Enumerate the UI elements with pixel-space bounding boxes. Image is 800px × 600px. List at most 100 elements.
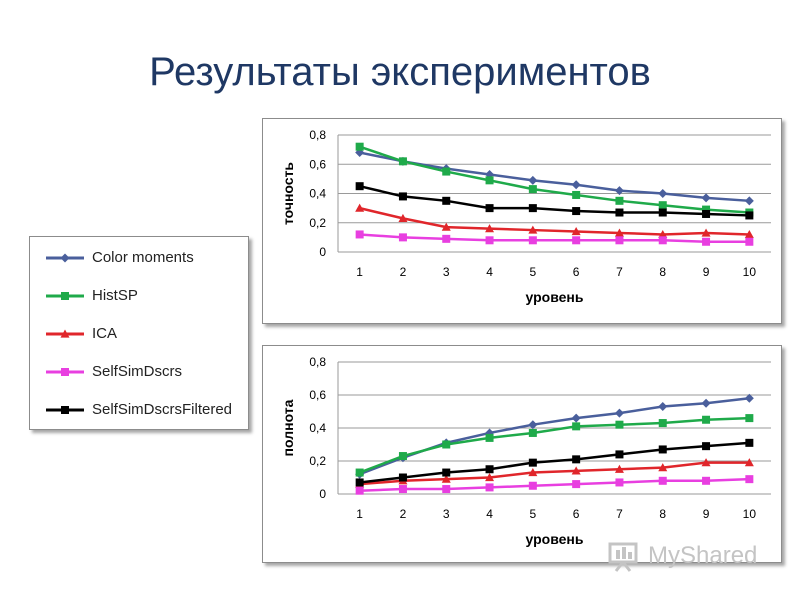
series-color-moments (355, 148, 754, 206)
x-axis-title: уровень (526, 289, 584, 305)
legend-item-ica: ICA (30, 315, 248, 353)
precision-chart-svg: 0 0,2 0,4 0,6 0,8 1 2 3 4 5 6 7 8 9 10 уровень точность (280, 128, 771, 305)
data-point (485, 204, 494, 213)
data-point (398, 192, 407, 201)
data-point (485, 176, 494, 185)
watermark: MyShared (606, 540, 786, 572)
data-point (355, 230, 364, 239)
data-point (355, 478, 364, 487)
series-selfsimdscrs (355, 475, 754, 495)
legend-label: HistSP (92, 287, 138, 304)
data-point (528, 225, 538, 234)
legend-label: ICA (92, 325, 118, 342)
data-point (398, 473, 407, 482)
data-point (355, 142, 364, 151)
data-point (528, 175, 538, 185)
data-point (658, 201, 667, 210)
series-line (359, 145, 750, 214)
data-point (745, 438, 754, 447)
data-point (572, 422, 581, 431)
data-point (702, 476, 711, 485)
data-point (658, 445, 667, 454)
data-point (658, 229, 668, 239)
data-point (615, 196, 624, 205)
x-tick-label: 3 (443, 265, 450, 279)
data-point (485, 473, 495, 482)
data-point (572, 190, 581, 199)
legend-swatch-marker (60, 329, 70, 338)
x-tick-label: 3 (443, 507, 450, 521)
data-point (701, 458, 711, 467)
x-tick-label: 2 (400, 507, 407, 521)
legend-item-selfsimdscrsfiltered: SelfSimDscrsFiltered (30, 391, 248, 429)
x-tick-label: 2 (400, 265, 407, 279)
precision-chart: 0 0,2 0,4 0,6 0,8 1 2 3 4 5 6 7 8 9 10 уровень точность (262, 118, 782, 324)
data-point (355, 182, 364, 191)
legend-swatch-color-moments (46, 253, 84, 263)
x-tick-label: 1 (356, 507, 363, 521)
legend-swatch-selfsimdscrs (46, 368, 84, 376)
x-tick-label: 6 (573, 265, 580, 279)
series-histsp (355, 142, 754, 217)
data-point (528, 458, 537, 467)
data-point (658, 189, 668, 198)
data-point (442, 167, 451, 176)
recall-chart: 0 0,2 0,4 0,6 0,8 1 2 3 4 5 6 7 8 9 10 уровень полнота (262, 345, 782, 563)
data-point (571, 466, 581, 475)
data-point (355, 203, 365, 212)
data-point (441, 474, 451, 483)
data-point (485, 236, 494, 245)
data-point (744, 196, 754, 206)
data-point (744, 458, 754, 467)
data-point (355, 486, 364, 495)
data-point (615, 208, 624, 217)
x-tick-label: 6 (573, 507, 580, 521)
y-tick-label: 0,4 (309, 421, 326, 435)
x-tick-label: 10 (743, 507, 757, 521)
series-color-moments (355, 393, 754, 479)
data-point (702, 209, 711, 218)
data-point (485, 483, 494, 492)
data-point (745, 211, 754, 220)
data-point (702, 442, 711, 451)
series-line (359, 441, 750, 484)
data-point (615, 236, 624, 245)
slide-title: Результаты экспериментов (149, 50, 651, 94)
data-point (441, 222, 451, 231)
data-point (745, 237, 754, 246)
data-point (702, 205, 711, 214)
data-point (614, 408, 624, 418)
y-tick-label: 0,6 (309, 388, 326, 402)
series-selfsimdscrsfiltered (355, 438, 754, 487)
series-ica (355, 203, 754, 239)
data-point (442, 468, 451, 477)
data-point (572, 480, 581, 489)
data-point (398, 452, 407, 461)
data-point (485, 433, 494, 442)
legend-swatch-marker (61, 406, 69, 414)
series-line (359, 184, 750, 217)
series-line (359, 206, 750, 236)
data-point (658, 476, 667, 485)
data-point (658, 463, 668, 472)
data-point (572, 207, 581, 216)
series-selfsimdscrs (355, 230, 754, 246)
legend-label: SelfSimDscrs (92, 363, 183, 380)
legend-swatch-histsp (46, 292, 84, 300)
data-point (528, 420, 538, 430)
data-point (398, 157, 407, 166)
series-selfsimdscrsfiltered (355, 182, 754, 220)
series-line (359, 477, 750, 492)
data-point (702, 415, 711, 424)
legend-swatch-marker (61, 368, 69, 376)
data-point (701, 193, 711, 203)
x-tick-label: 9 (703, 507, 710, 521)
y-tick-label: 0,8 (309, 355, 326, 369)
y-tick-label: 0 (319, 245, 326, 259)
legend-item-color-moments: Color moments (30, 239, 248, 277)
presentation-board-icon (608, 542, 638, 572)
y-tick-label: 0,2 (309, 454, 326, 468)
data-point (571, 180, 581, 190)
data-point (615, 478, 624, 487)
x-tick-label: 5 (530, 507, 537, 521)
